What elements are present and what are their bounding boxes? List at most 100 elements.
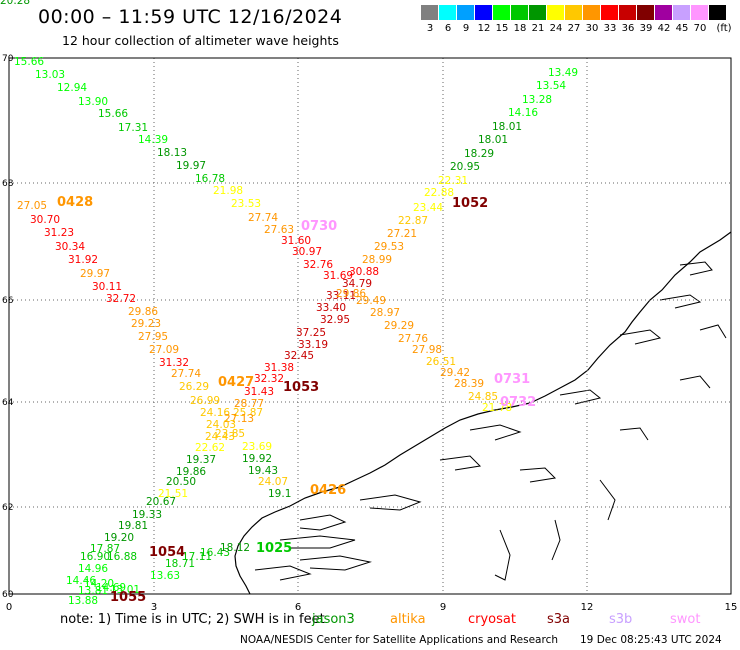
wave-height-label: 33.40 — [316, 302, 346, 314]
wave-height-label: 19.81 — [118, 520, 148, 532]
wave-height-label: 23.44 — [413, 202, 443, 214]
wave-height-label: 18.12 — [220, 542, 250, 554]
wave-height-label: 27.76 — [398, 333, 428, 345]
wave-height-label: 21.78 — [482, 402, 512, 414]
wave-height-label: 16.88 — [107, 551, 137, 563]
wave-height-label: 24.85 — [468, 391, 498, 403]
wave-height-label: 26.99 — [190, 395, 220, 407]
longitude-tick-label: 0 — [6, 602, 12, 613]
track-time-label: 0426 — [310, 483, 346, 498]
wave-height-label: 34.79 — [342, 278, 372, 290]
wave-height-label: 23.85 — [215, 428, 245, 440]
wave-height-label: 31.43 — [244, 386, 274, 398]
scale-swatch — [493, 5, 510, 20]
scale-swatch — [475, 5, 492, 20]
track-time-label: 1052 — [452, 196, 488, 211]
scale-label: 30 — [585, 23, 599, 34]
wave-height-label: 26.29 — [179, 381, 209, 393]
scale-label: 27 — [567, 23, 581, 34]
wave-height-label: 19.92 — [242, 453, 272, 465]
wave-height-label: 20.50 — [166, 476, 196, 488]
longitude-tick-label: 12 — [581, 602, 594, 613]
wave-height-label: 22.62 — [195, 442, 225, 454]
wave-height-label: 32.32 — [254, 373, 284, 385]
scale-swatch — [565, 5, 582, 20]
wave-height-label: 13.03 — [35, 69, 65, 81]
wave-height-label: 30.88 — [349, 266, 379, 278]
coastline-detail — [439, 455, 482, 471]
wave-height-label: 16.78 — [195, 173, 225, 185]
longitude-tick-label: 9 — [440, 602, 446, 613]
latitude-tick-label: 60 — [2, 590, 14, 600]
satellite-legend-altika: altika — [390, 612, 426, 627]
scale-label: 18 — [513, 23, 527, 34]
wave-height-label: 22.88 — [424, 187, 454, 199]
footnote-bar: note: 1) Time is in UTC; 2) SWH is in fe… — [0, 612, 740, 632]
wave-height-label: 29.23 — [131, 318, 161, 330]
track-time-label: 0731 — [494, 372, 530, 387]
scale-swatch — [547, 5, 564, 20]
wave-height-label: 14.96 — [78, 563, 108, 575]
coastline-detail — [254, 565, 312, 581]
wave-height-label: 17.87 — [90, 543, 120, 555]
track-time-label: 1054 — [149, 545, 185, 560]
coastline-detail — [494, 529, 511, 581]
wave-height-label: 24.16 — [200, 407, 230, 419]
wave-height-label: 29.42 — [440, 367, 470, 379]
latitude-tick-label: 66 — [2, 296, 14, 306]
wave-height-label: 27.13 — [224, 413, 254, 425]
wave-height-label: 17.11 — [182, 551, 212, 563]
wave-height-label: 27.05 — [17, 200, 47, 212]
wave-height-label: 14.16 — [508, 107, 538, 119]
scale-swatch — [583, 5, 600, 20]
wave-height-label: 18.13 — [157, 147, 187, 159]
track-time-label: 1053 — [283, 380, 319, 395]
coastline-detail — [559, 389, 602, 405]
wave-height-label: 27.09 — [149, 344, 179, 356]
map-title: 00:00 – 11:59 UTC 12/16/2024 — [38, 6, 343, 28]
longitude-tick-label: 3 — [151, 602, 157, 613]
wave-height-label: 19.33 — [132, 509, 162, 521]
scale-swatch — [673, 5, 690, 20]
scale-label: 15 — [495, 23, 509, 34]
wave-height-label: 24.43 — [205, 431, 235, 443]
wave-height-label: 30.70 — [30, 214, 60, 226]
coastline-detail — [469, 424, 522, 441]
wave-height-label: 20.67 — [146, 496, 176, 508]
wave-height-label: 31.92 — [68, 254, 98, 266]
wave-height-label: 29.29 — [384, 320, 414, 332]
track-time-label: 1025 — [256, 541, 292, 556]
scale-label: 12 — [477, 23, 491, 34]
wave-height-label: 32.76 — [303, 259, 333, 271]
scale-swatch — [439, 5, 456, 20]
scale-label: 39 — [639, 23, 653, 34]
wave-height-label: 14.46 — [66, 575, 96, 587]
coastline-detail — [279, 535, 356, 549]
wave-height-label: 28.39 — [454, 378, 484, 390]
wave-height-label: 31.60 — [281, 235, 311, 247]
latitude-tick-label: 62 — [2, 503, 13, 513]
track-time-label: 0428 — [57, 195, 93, 210]
scale-swatch — [619, 5, 636, 20]
wave-height-label: 13.49 — [548, 67, 578, 79]
scale-swatch — [601, 5, 618, 20]
wave-height-label: 22.31 — [438, 175, 468, 187]
wave-height-label: 28.97 — [370, 307, 400, 319]
wave-height-label: 12.94 — [57, 82, 87, 94]
wave-height-label: 16.43 — [200, 547, 230, 559]
scale-swatch — [457, 5, 474, 20]
scale-swatch — [655, 5, 672, 20]
wave-height-label: 27.98 — [412, 344, 442, 356]
latitude-tick-label: 68 — [2, 179, 14, 189]
wave-height-label: 33.11 — [326, 290, 356, 302]
wave-height-label: 31.23 — [44, 227, 74, 239]
wave-height-label: 19.43 — [248, 465, 278, 477]
wave-height-label: 31.32 — [159, 357, 189, 369]
scale-label: 6 — [444, 23, 452, 34]
wave-height-label: 30.97 — [292, 246, 322, 258]
wave-height-label: 24.03 — [206, 419, 236, 431]
track-time-label: 0730 — [301, 219, 337, 234]
wave-height-label: 19.37 — [186, 454, 216, 466]
coastline-detail — [619, 427, 649, 441]
scale-swatch — [691, 5, 708, 20]
